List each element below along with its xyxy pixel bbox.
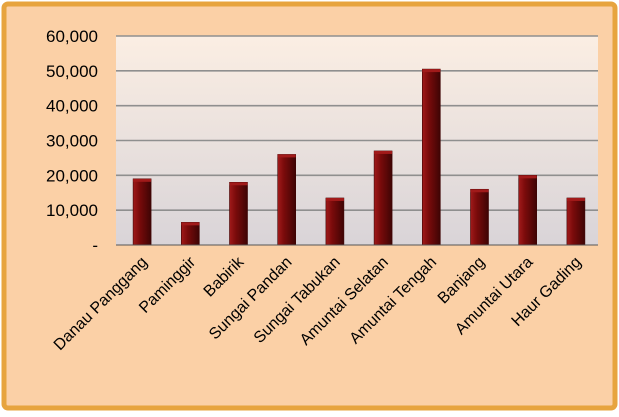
y-tick-label: 20,000 [46, 166, 98, 185]
bar [181, 222, 200, 246]
y-tick-label: 30,000 [46, 132, 98, 151]
y-tick-label: 40,000 [46, 97, 98, 116]
bar [132, 178, 152, 246]
bar [325, 197, 345, 246]
bar-cap [133, 178, 152, 182]
bars [132, 68, 586, 246]
gridlines [116, 35, 598, 211]
y-tick-label: 10,000 [46, 201, 98, 220]
bar [229, 182, 248, 246]
y-tick-label: 50,000 [46, 62, 98, 81]
bar-cap [374, 150, 393, 154]
y-axis-tick-labels: - 10,000 20,000 30,000 40,000 50,000 60,000 [46, 27, 98, 255]
bar-cap [181, 222, 200, 226]
bar-cap [566, 197, 585, 201]
bar [518, 175, 538, 246]
bar-cap [277, 154, 296, 158]
y-tick-label: 60,000 [46, 27, 98, 46]
bar [470, 188, 489, 246]
bar-cap [325, 197, 344, 201]
bar [277, 154, 297, 246]
bar [566, 197, 586, 246]
bar-cap [229, 182, 248, 186]
bar-cap [422, 69, 441, 73]
bar-cap [470, 189, 489, 193]
bar [421, 68, 441, 246]
bar-cap [518, 175, 537, 179]
bar [373, 150, 393, 246]
y-tick-label: - [92, 236, 98, 255]
